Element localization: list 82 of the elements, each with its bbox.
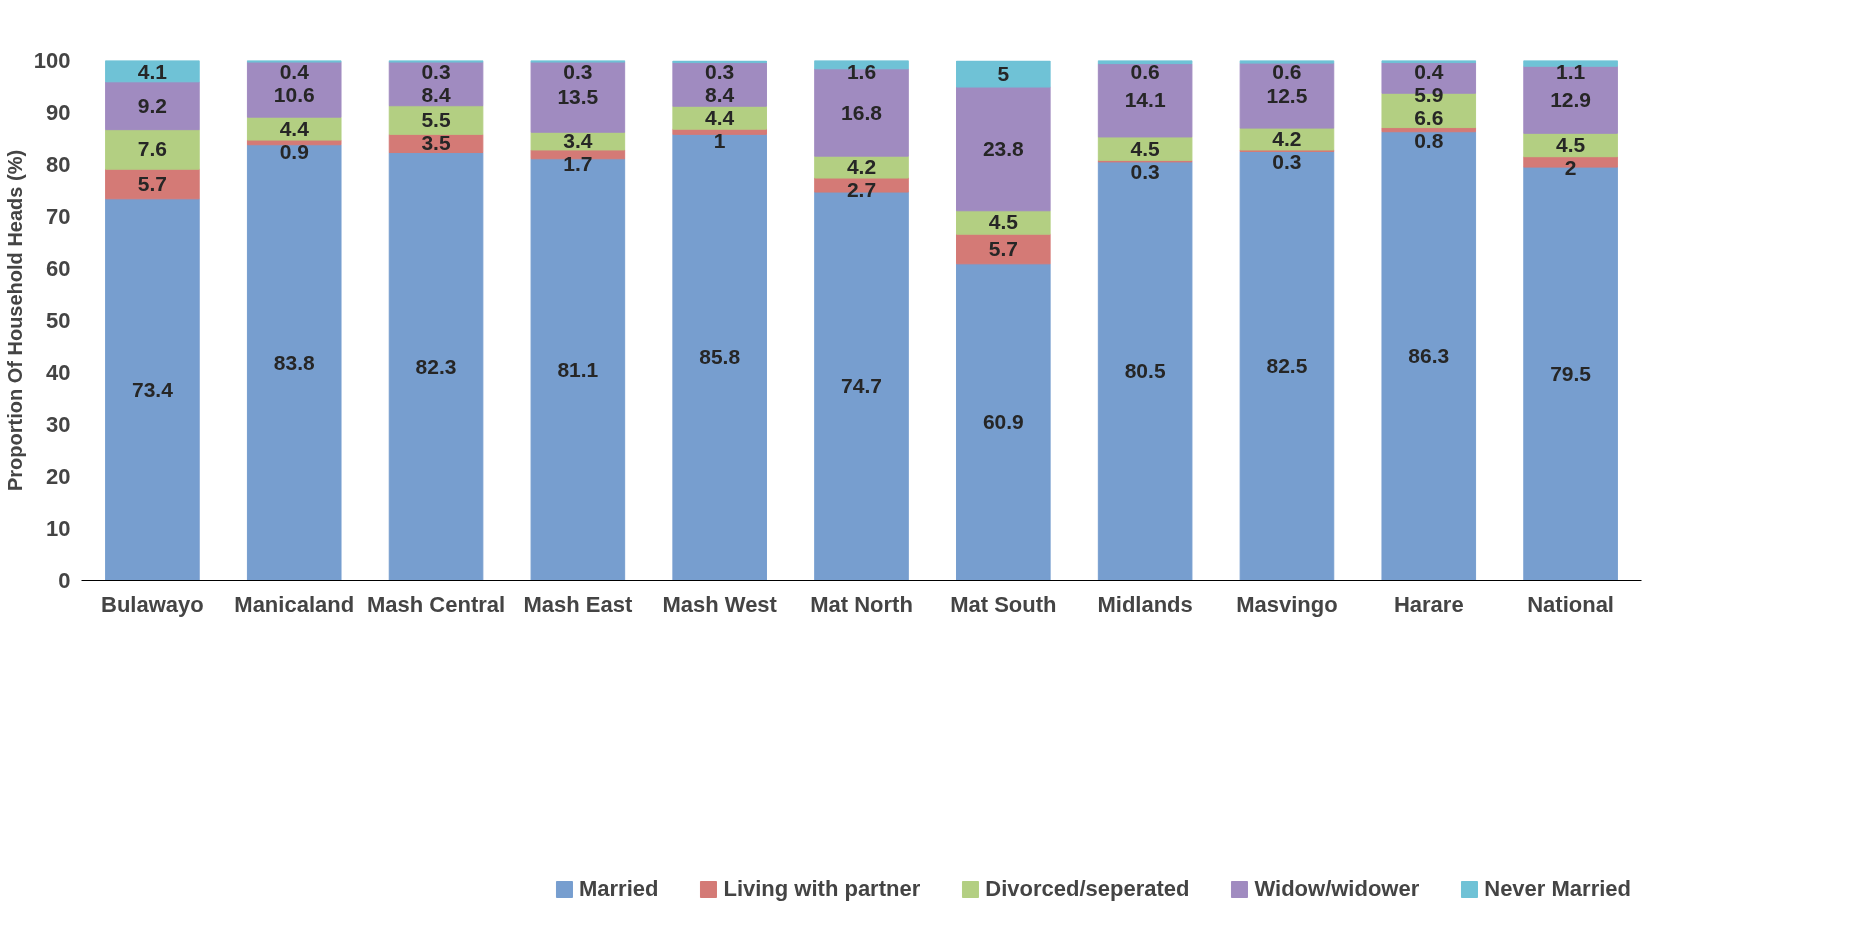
data-label: 83.8	[273, 350, 315, 374]
data-label: 16.8	[841, 100, 883, 124]
data-label: 0.3	[1272, 150, 1302, 174]
data-label: 0.3	[1130, 159, 1160, 183]
data-label: 0.6	[1272, 60, 1302, 83]
x-tick-label: Manicaland	[234, 591, 355, 617]
data-label: 5.7	[137, 172, 168, 195]
data-label: 73.4	[131, 377, 174, 401]
y-tick-label: 60	[46, 256, 71, 281]
data-label: 4.2	[846, 155, 877, 179]
data-label: 0.4	[1414, 60, 1444, 83]
data-label: 12.5	[1266, 83, 1308, 107]
data-label: 12.9	[1550, 87, 1592, 111]
y-tick-label: 90	[46, 100, 71, 125]
data-label: 4.2	[1272, 127, 1302, 151]
data-label: 3.5	[421, 131, 451, 155]
data-label: 13.5	[557, 85, 599, 109]
data-label: 1.6	[846, 60, 877, 83]
data-label: 0.3	[563, 60, 593, 83]
data-label: 6.6	[1414, 106, 1444, 129]
data-label: 0.6	[1130, 60, 1160, 83]
x-tick-label: Masvingo	[1236, 591, 1338, 617]
y-tick-label: 70	[46, 204, 71, 229]
x-tick-label: National	[1527, 591, 1614, 617]
data-label: 82.3	[415, 354, 457, 378]
data-label: 79.5	[1550, 361, 1592, 385]
legend-label: Widow/widower	[1254, 876, 1420, 902]
y-tick-label: 20	[46, 464, 71, 489]
data-label: 0.3	[421, 60, 451, 83]
data-label: 81.1	[557, 357, 599, 381]
x-tick-label: Midlands	[1097, 591, 1193, 617]
data-label: 8.4	[705, 83, 735, 106]
data-label: 8.4	[421, 83, 451, 106]
data-label: 0.4	[279, 60, 310, 83]
legend-label: Divorced/seperated	[985, 876, 1190, 902]
data-label: 85.8	[699, 345, 741, 369]
data-label: 9.2	[137, 93, 168, 117]
legend-label: Married	[578, 876, 659, 902]
data-label: 60.9	[982, 410, 1024, 434]
data-label: 0.3	[705, 60, 735, 83]
data-label: 5.7	[988, 237, 1018, 260]
y-tick-label: 100	[33, 48, 71, 73]
data-label: 80.5	[1124, 359, 1166, 383]
data-label: 4.4	[705, 106, 735, 129]
data-label: 5	[997, 62, 1010, 86]
data-label: 5.5	[421, 108, 451, 132]
data-label: 4.5	[988, 210, 1019, 234]
x-tick-label: Mash West	[662, 591, 778, 617]
x-tick-label: Mat North	[810, 591, 913, 617]
y-tick-label: 30	[46, 412, 71, 437]
data-label: 82.5	[1266, 354, 1308, 377]
x-tick-label: Mash East	[523, 591, 633, 617]
data-label: 86.3	[1408, 344, 1450, 368]
data-label: 10.6	[273, 83, 315, 106]
y-tick-label: 0	[58, 568, 71, 593]
y-tick-label: 40	[46, 360, 71, 385]
data-label: 4.1	[137, 60, 168, 83]
data-label: 14.1	[1124, 88, 1166, 112]
y-tick-label: 50	[46, 308, 71, 333]
y-axis-title: Proportion Of Household Heads (%)	[3, 149, 26, 492]
data-label: 1.7	[563, 152, 593, 176]
data-label: 23.8	[982, 136, 1025, 160]
data-label: 4.5	[1130, 136, 1161, 160]
data-label: 4.5	[1555, 133, 1586, 156]
data-label: 2.7	[846, 178, 877, 202]
data-label: 0.9	[279, 139, 309, 163]
data-label: 74.7	[841, 374, 882, 398]
y-tick-label: 10	[46, 516, 71, 541]
x-tick-label: Harare	[1393, 591, 1464, 617]
data-label: 0.8	[1414, 129, 1444, 152]
x-tick-label: Mash Central	[366, 591, 506, 617]
legend-label: Never Married	[1484, 876, 1631, 902]
x-tick-label: Mat South	[950, 591, 1057, 617]
data-label: 5.9	[1414, 83, 1444, 106]
data-label: 1	[713, 129, 726, 152]
y-tick-label: 80	[46, 152, 71, 177]
data-label: 3.4	[563, 129, 593, 153]
data-label: 4.4	[279, 116, 310, 140]
legend-label: Living with partner	[723, 876, 921, 902]
data-label: 7.6	[137, 137, 168, 161]
x-tick-label: Bulawayo	[101, 591, 204, 617]
data-label: 1.1	[1555, 60, 1586, 83]
